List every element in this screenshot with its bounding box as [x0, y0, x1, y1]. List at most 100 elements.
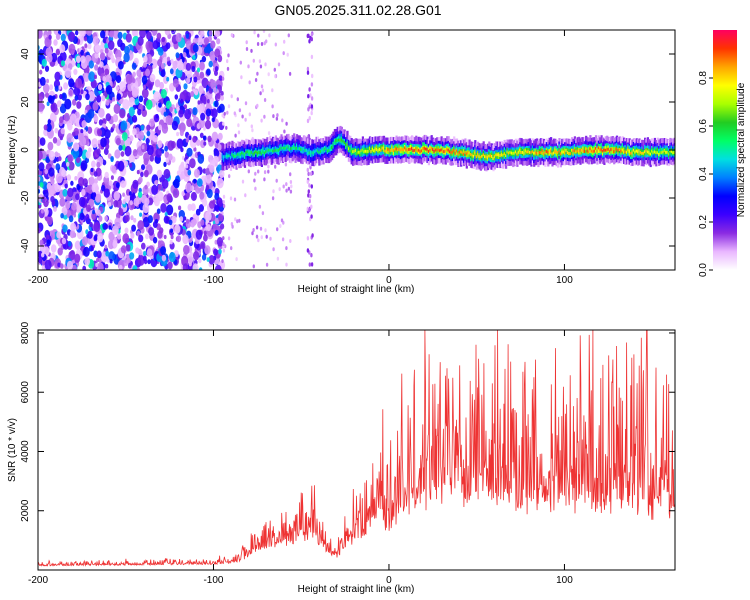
spectrogram-noise-cell — [93, 171, 98, 177]
spectrogram-signal-cell — [339, 138, 342, 142]
spectrogram-signal-cell — [545, 150, 548, 153]
spectrogram-noise-cell — [143, 152, 150, 163]
spectrogram-signal-cell — [258, 151, 261, 154]
spectrogram-noise-cell — [46, 215, 53, 226]
spectrogram-noise-cell — [203, 234, 208, 242]
spectrogram-noise-cell — [94, 44, 101, 53]
spectrogram-noise-cell — [155, 114, 159, 119]
spectrogram-noise-cell — [48, 150, 56, 161]
spectrogram-noise-cell — [156, 32, 162, 40]
spectrogram-noise-cell — [286, 52, 289, 57]
spectrogram-signal-cell — [322, 148, 325, 152]
spectrogram-signal-cell — [462, 152, 466, 156]
spectrogram-noise-cell — [238, 218, 241, 223]
spectrogram-signal-cell — [326, 149, 329, 153]
spectrogram-noise-cell — [263, 114, 266, 119]
spectrogram-x-axis-label: Height of straight line (km) — [298, 284, 415, 295]
spectrogram-noise-cell — [283, 39, 286, 44]
spectrogram-noise-cell — [102, 76, 106, 82]
spectrogram-noise-cell — [220, 95, 225, 101]
spectrogram-noise-cell — [118, 60, 124, 70]
spectrogram-noise-cell — [91, 182, 99, 194]
spectrogram-noise-cell — [152, 135, 158, 143]
spectrogram-noise-cell — [287, 186, 291, 191]
spectrogram-signal-cell — [416, 149, 419, 153]
spectrogram-signal-cell — [227, 154, 230, 158]
spectrogram-noise-cell — [92, 209, 96, 215]
spectrogram-noise-cell — [75, 30, 79, 36]
spectrogram-noise-cell — [101, 184, 106, 192]
spectrogram-signal-cell — [434, 148, 437, 152]
spectrogram-noise-cell — [115, 137, 121, 146]
spectrogram-signal-cell — [279, 147, 282, 151]
spectrogram-signal-cell — [385, 149, 388, 153]
spectrogram-noise-cell — [185, 33, 190, 39]
spectrogram-noise-cell — [211, 108, 218, 118]
spectrogram-signal-cell — [297, 147, 300, 151]
spectrogram-noise-cell — [63, 244, 67, 249]
spectrogram-noise-cell — [108, 231, 115, 241]
spectrogram-noise-cell — [68, 250, 75, 261]
spectrogram-noise-cell — [43, 189, 49, 198]
spectrogram-noise-cell — [224, 244, 227, 249]
spectrogram-noise-cell — [245, 47, 249, 51]
spectrogram-signal-cell — [485, 155, 488, 159]
spectrogram-signal-cell — [375, 148, 379, 151]
spectrogram-noise-cell — [146, 130, 151, 137]
spectrogram-noise-cell — [176, 131, 180, 137]
spectrogram-artifact-cell — [306, 179, 309, 184]
spectrogram-signal-cell — [404, 146, 407, 150]
spectrogram-signal-cell — [253, 151, 256, 155]
spectrogram-signal-cell — [484, 155, 487, 159]
spectrogram-noise-cell — [123, 52, 130, 63]
spectrogram-noise-cell — [153, 91, 161, 102]
spectrogram-signal-cell — [280, 146, 283, 150]
spectrogram-noise-cell — [189, 158, 196, 169]
spectrogram-noise-cell — [59, 116, 64, 124]
spectrogram-noise-cell — [250, 48, 253, 53]
spectrogram-noise-cell — [75, 55, 81, 64]
spectrogram-noise-cell — [206, 68, 211, 76]
spectrogram-noise-cell — [143, 61, 147, 68]
spectrogram-artifact-cell — [308, 39, 311, 44]
spectrogram-noise-cell — [218, 169, 225, 179]
spectrogram-y-tick-label: 20 — [20, 96, 31, 108]
spectrogram-signal-cell — [392, 149, 395, 152]
spectrogram-signal-cell — [475, 155, 478, 158]
spectrogram-noise-cell — [112, 96, 116, 102]
spectrogram-signal-cell — [371, 147, 374, 151]
spectrogram-signal-cell — [331, 146, 334, 149]
spectrogram-signal-cell — [669, 149, 672, 153]
spectrogram-noise-cell — [136, 169, 140, 175]
spectrogram-noise-cell — [147, 83, 153, 91]
spectrogram-noise-cell — [202, 135, 206, 141]
spectrogram-noise-cell — [209, 200, 215, 209]
spectrogram-noise-cell — [143, 84, 146, 90]
spectrogram-signal-cell — [224, 155, 227, 159]
spectrogram-signal-cell — [354, 149, 357, 152]
spectrogram-noise-cell — [124, 227, 129, 234]
spectrogram-noise-cell — [104, 223, 109, 230]
spectrogram-noise-cell — [179, 129, 184, 137]
spectrogram-signal-cell — [496, 153, 499, 157]
spectrogram-noise-cell — [82, 265, 87, 270]
spectrogram-noise-cell — [182, 52, 187, 58]
spectrogram-noise-cell — [227, 236, 231, 241]
spectrogram-noise-cell — [200, 219, 205, 226]
spectrogram-noise-cell — [128, 106, 135, 117]
spectrogram-noise-cell — [186, 77, 191, 84]
spectrogram-noise-cell — [163, 168, 171, 179]
spectrogram-signal-cell — [673, 151, 675, 154]
spectrogram-noise-cell — [149, 73, 156, 83]
spectrogram-noise-cell — [76, 63, 81, 68]
spectrogram-signal-cell — [652, 151, 655, 154]
spectrogram-noise-cell — [163, 111, 168, 117]
spectrogram-signal-cell — [350, 149, 353, 153]
spectrogram-signal-cell — [514, 150, 518, 154]
spectrogram-signal-cell — [646, 150, 649, 154]
spectrogram-signal-cell — [229, 156, 233, 159]
spectrogram-signal-cell — [406, 148, 409, 152]
spectrogram-artifact-cell — [310, 184, 313, 189]
spectrogram-artifact-cell — [310, 82, 314, 87]
